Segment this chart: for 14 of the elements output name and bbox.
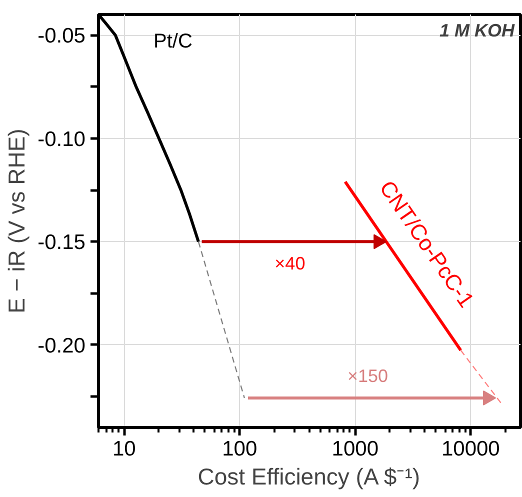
x-axis-title: Cost Efficiency (A $⁻¹) [198, 464, 420, 490]
y-tick-label: -0.15 [38, 231, 86, 254]
annotation: ×40 [274, 254, 306, 274]
y-axis-title: E − iR (V vs RHE) [4, 128, 30, 314]
y-tick-label: -0.20 [38, 334, 86, 358]
x-tick-label: 10000 [441, 438, 500, 460]
series-label: Pt/C [154, 30, 192, 52]
x-tick-label: 10 [112, 438, 136, 460]
y-tick-label: -0.10 [38, 128, 86, 151]
x-tick-label: 1000 [332, 438, 379, 460]
annotation: 1 M KOH [439, 20, 516, 40]
annotation: ×150 [347, 366, 388, 386]
x-tick-label: 100 [222, 438, 258, 460]
y-tick-label: -0.05 [38, 24, 86, 48]
